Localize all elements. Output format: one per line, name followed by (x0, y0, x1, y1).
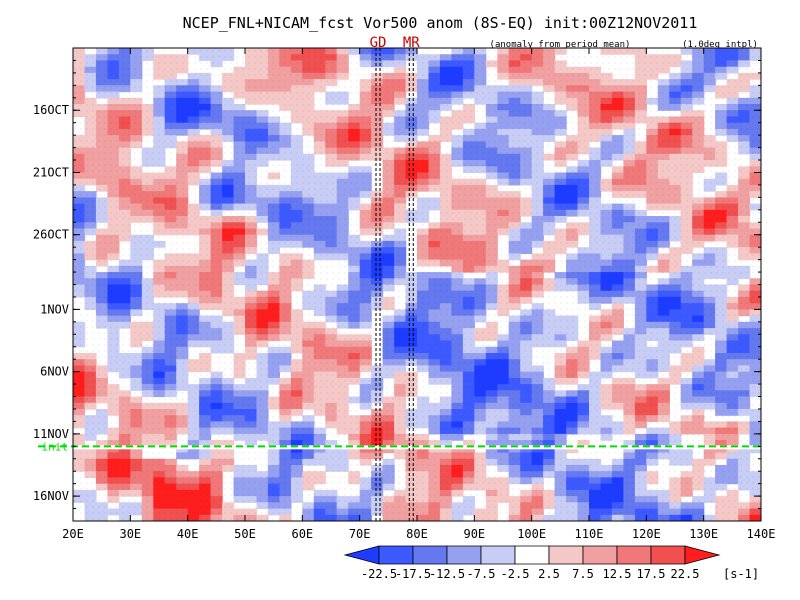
x-tick-label: 140E (747, 527, 776, 541)
x-tick-label: 50E (234, 527, 256, 541)
x-tick-label: 30E (119, 527, 141, 541)
colorbar-swatch (343, 545, 380, 565)
x-tick-label: 90E (463, 527, 485, 541)
colorbar-label: 22.5 (671, 567, 700, 581)
chart-subtitle: (anomaly from period mean) (490, 40, 631, 50)
x-tick-label: 120E (632, 527, 661, 541)
y-tick-label: 16OCT (33, 103, 69, 117)
colorbar-label: -22.5 (361, 567, 397, 581)
colorbar-swatch (480, 545, 516, 565)
colorbar-label: 17.5 (637, 567, 666, 581)
colorbar-label: 7.5 (572, 567, 594, 581)
colorbar-swatch (684, 545, 721, 565)
colorbar-label: 2.5 (538, 567, 560, 581)
x-tick-label: 20E (62, 527, 84, 541)
x-tick-label: 60E (291, 527, 313, 541)
colorbar-swatch (378, 545, 414, 565)
chart-title: NCEP_FNL+NICAM_fcst Vor500 anom (8S-EQ) … (183, 14, 698, 32)
y-tick-label: 21OCT (33, 165, 69, 179)
y-tick-label: 1NOV (40, 302, 69, 316)
x-tick-label: 130E (689, 527, 718, 541)
plot-area (73, 48, 761, 521)
x-axis: 20E 30E 40E 50E 60E 70E 80E 90E 100E 110E 120E 130E… (62, 48, 775, 541)
colorbar-swatch (616, 545, 652, 565)
colorbar-swatch (514, 545, 550, 565)
colorbar-label: -7.5 (467, 567, 496, 581)
y-axis: 16OCT 21OCT 26OCT 1NOV 6NOV 11NOV 16NOV (33, 47, 761, 522)
y-tick-label: 26OCT (33, 228, 69, 242)
y-tick-label: 6NOV (40, 365, 69, 379)
y-tick-label: 11NOV (33, 427, 69, 441)
colorbar-swatch (582, 545, 618, 565)
colorbar: -22.5-17.5-12.5 -7.5 -2.5 2.5 7.5 12.5 17.5 22.… (343, 545, 759, 581)
chart-note: (1.0deg intpl) (682, 40, 758, 50)
colorbar-label: 12.5 (603, 567, 632, 581)
station-markers: GD MR (370, 35, 420, 521)
colorbar-swatch (412, 545, 448, 565)
x-tick-label: 100E (517, 527, 546, 541)
colorbar-swatch (446, 545, 482, 565)
colorbar-label: -2.5 (501, 567, 530, 581)
colorbar-label: -12.5 (429, 567, 465, 581)
marker-label: MR (403, 35, 420, 51)
colorbar-unit: [s-1] (723, 567, 759, 581)
y-tick-label: 16NOV (33, 489, 69, 503)
colorbar-label: -17.5 (395, 567, 431, 581)
init-label: init (42, 440, 69, 453)
colorbar-swatch (650, 545, 686, 565)
x-tick-label: 40E (177, 527, 199, 541)
x-tick-label: 70E (349, 527, 371, 541)
x-tick-label: 80E (406, 527, 428, 541)
marker-label: GD (370, 35, 387, 51)
colorbar-swatch (548, 545, 584, 565)
x-tick-label: 110E (575, 527, 604, 541)
